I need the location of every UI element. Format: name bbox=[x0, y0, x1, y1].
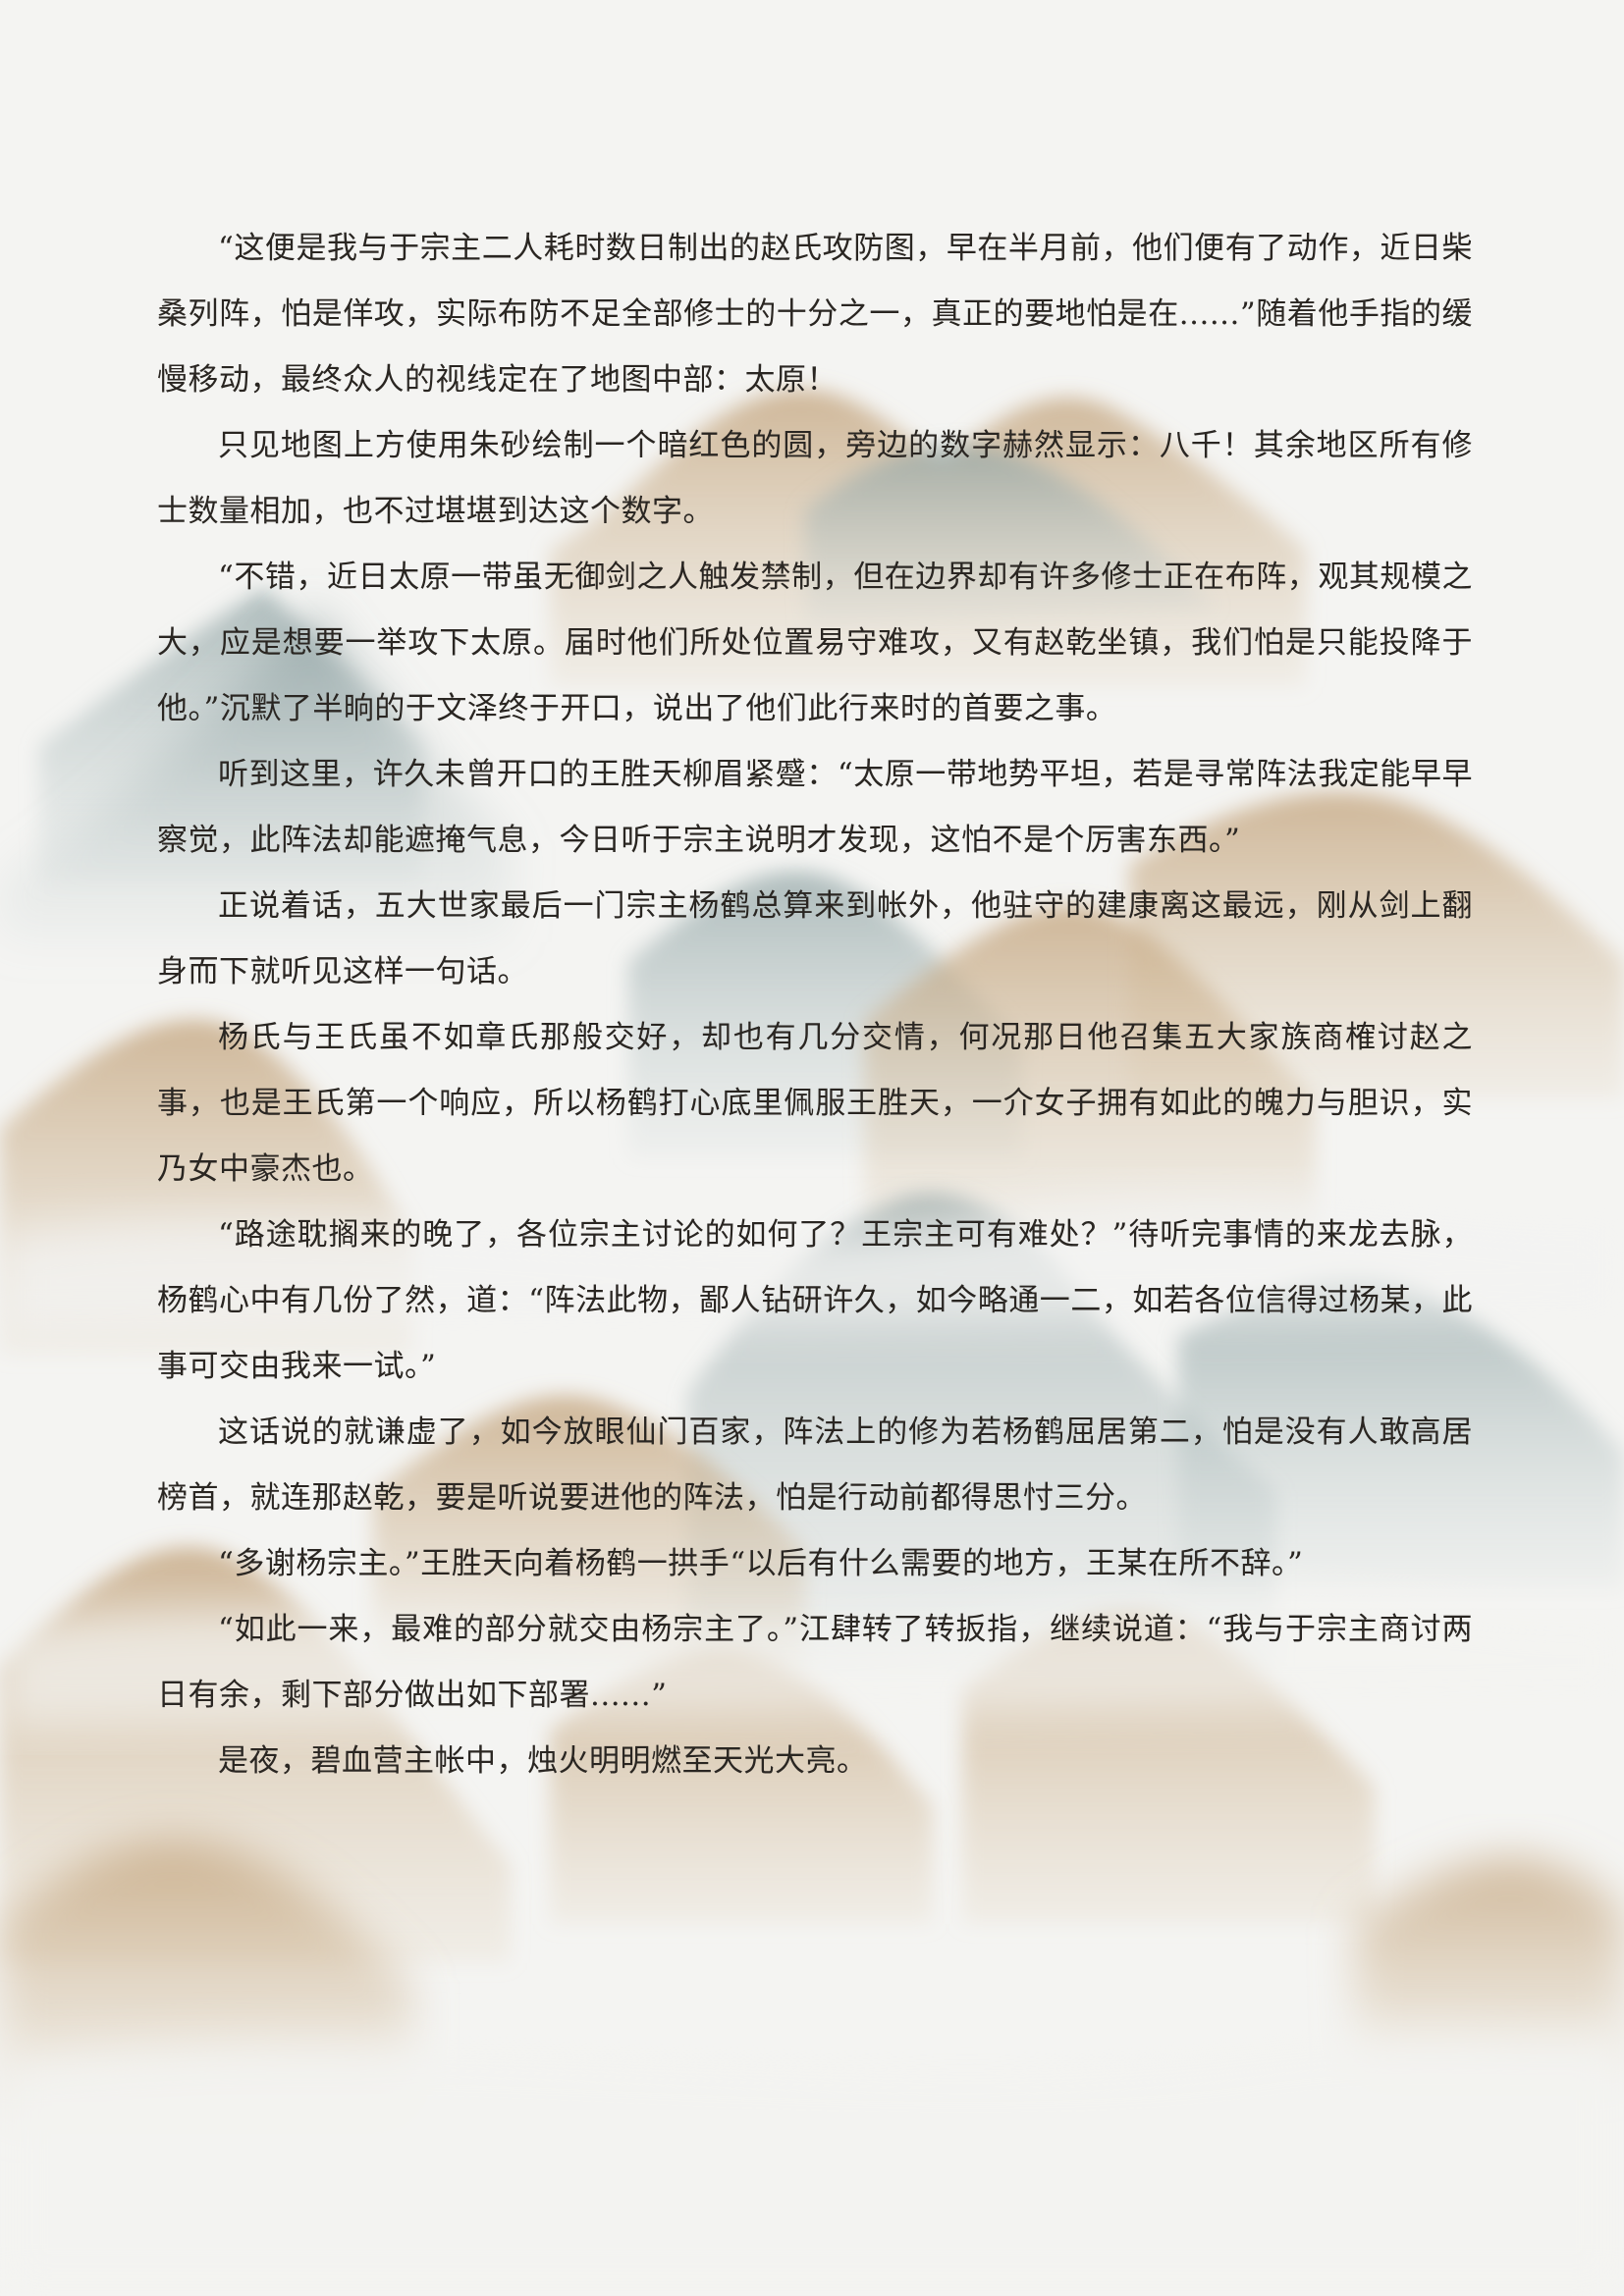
paragraph: 杨氏与王氏虽不如章氏那般交好，却也有几分交情，何况那日他召集五大家族商榷讨赵之事… bbox=[157, 1020, 1473, 1187]
story-text: “这便是我与于宗主二人耗时数日制出的赵氏攻防图，早在半月前，他们便有了动作，近日… bbox=[157, 216, 1473, 1794]
paragraph: “这便是我与于宗主二人耗时数日制出的赵氏攻防图，早在半月前，他们便有了动作，近日… bbox=[157, 231, 1473, 398]
paragraph: 这话说的就谦虚了，如今放眼仙门百家，阵法上的修为若杨鹤屈居第二，怕是没有人敢高居… bbox=[157, 1415, 1473, 1516]
paragraph: 是夜，碧血营主帐中，烛火明明燃至天光大亮。 bbox=[218, 1743, 868, 1779]
paragraph: “如此一来，最难的部分就交由杨宗主了。”江肆转了转扳指，继续说道：“我与于宗主商… bbox=[157, 1612, 1473, 1713]
paragraph: “不错，近日太原一带虽无御剑之人触发禁制，但在边界却有许多修士正在布阵，观其规模… bbox=[157, 560, 1473, 726]
paragraph: 正说着话，五大世家最后一门宗主杨鹤总算来到帐外，他驻守的建康离这最远，刚从剑上翻… bbox=[157, 888, 1473, 989]
paragraph: “多谢杨宗主。”王胜天向着杨鹤一拱手“以后有什么需要的地方，王某在所不辞。” bbox=[218, 1546, 1304, 1581]
paragraph: “路途耽搁来的晚了，各位宗主讨论的如何了？王宗主可有难处？”待听完事情的来龙去脉… bbox=[157, 1217, 1473, 1384]
paragraph: 听到这里，许久未曾开口的王胜天柳眉紧蹙：“太原一带地势平坦，若是寻常阵法我定能早… bbox=[157, 757, 1473, 858]
paragraph: 只见地图上方使用朱砂绘制一个暗红色的圆，旁边的数字赫然显示：八千！其余地区所有修… bbox=[157, 428, 1473, 529]
